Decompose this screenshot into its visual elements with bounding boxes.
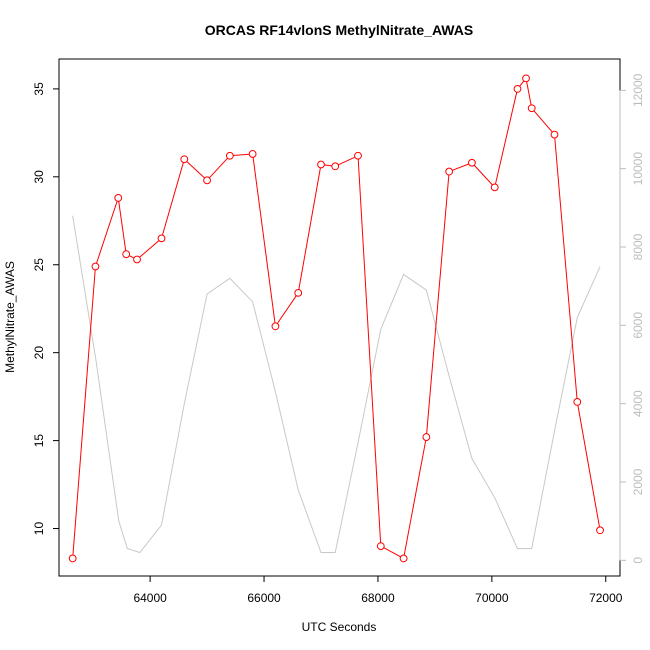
- x-tick-label: 68000: [361, 591, 395, 605]
- series-layer: [68, 74, 604, 563]
- methylnitrate-series-point: [596, 526, 604, 535]
- y-tick-label: 25: [32, 258, 46, 272]
- methylnitrate-series-segment: [186, 161, 205, 179]
- methylnitrate-series-point: [399, 554, 408, 563]
- y-axis: 10 15 20 25 30 35: [32, 82, 60, 536]
- y-tick-label: 30: [32, 170, 46, 184]
- x-axis-label: UTC Seconds: [302, 620, 377, 634]
- methylnitrate-series-point: [248, 150, 257, 158]
- x-tick-label: 66000: [247, 591, 281, 605]
- methylnitrate-series-segment: [72, 269, 96, 556]
- y2-tick-label: 8000: [631, 233, 645, 260]
- methylnitrate-series-point: [573, 398, 582, 406]
- methylnitrate-series-point: [331, 162, 340, 171]
- methylnitrate-series-segment: [577, 405, 600, 528]
- methylnitrate-series-segment: [118, 201, 127, 251]
- y2-tick-label: 2000: [631, 468, 645, 495]
- methylnitrate-series-segment: [383, 547, 401, 558]
- y2-axis: 0 2000 4000 6000 8000 10000 12000: [619, 73, 645, 564]
- x-tick-label: 72000: [589, 591, 623, 605]
- methylnitrate-series-point: [376, 542, 385, 551]
- right-axis-series-line: [72, 215, 601, 554]
- y2-tick-label: 6000: [631, 312, 645, 339]
- methylnitrate-series-point: [271, 322, 280, 331]
- methylnitrate-series-point: [527, 104, 536, 113]
- methylnitrate-series-segment: [526, 81, 532, 105]
- methylnitrate-series-segment: [139, 240, 160, 258]
- methylnitrate-series-point: [354, 151, 362, 160]
- y-tick-label: 15: [32, 434, 46, 448]
- methylnitrate-series-segment: [161, 162, 184, 236]
- y2-tick-label: 12000: [631, 73, 645, 107]
- y2-tick-label: 4000: [631, 390, 645, 417]
- methylnitrate-series-point: [468, 158, 476, 167]
- methylnitrate-series-segment: [554, 137, 578, 399]
- methylnitrate-series-segment: [473, 164, 493, 186]
- methylnitrate-series-segment: [298, 167, 321, 290]
- methylnitrate-series-point: [91, 262, 100, 271]
- methylnitrate-series-point: [550, 130, 559, 139]
- methylnitrate-series-point: [422, 433, 431, 441]
- x-axis: 64000 66000 68000 70000 72000: [133, 575, 623, 605]
- x-tick-label: 64000: [133, 591, 167, 605]
- methylnitrate-series-segment: [494, 92, 518, 185]
- methylnitrate-series-segment: [129, 255, 135, 259]
- methylnitrate-series-point: [68, 554, 77, 563]
- y2-tick-label: 0: [631, 557, 645, 564]
- methylnitrate-series-point: [522, 74, 530, 83]
- methylnitrate-series-segment: [357, 159, 382, 543]
- methylnitrate-series-segment: [403, 440, 427, 556]
- y-axis-label: MethylNitrate_AWAS: [3, 261, 17, 373]
- methylnitrate-series-segment: [276, 295, 297, 324]
- methylnitrate-series-point: [114, 194, 123, 202]
- methylnitrate-series-point: [133, 255, 141, 264]
- methylnitrate-series-point: [203, 176, 211, 185]
- methylnitrate-series-point: [513, 84, 522, 93]
- y-tick-label: 35: [32, 82, 46, 96]
- methylnitrate-series-point: [317, 160, 325, 169]
- methylnitrate-series-point: [122, 250, 131, 259]
- y-tick-label: 10: [32, 522, 46, 536]
- y2-tick-label: 10000: [631, 152, 645, 186]
- x-tick-label: 70000: [475, 591, 509, 605]
- methylnitrate-series-segment: [519, 80, 525, 87]
- methylnitrate-series-segment: [252, 157, 276, 323]
- methylnitrate-series-segment: [533, 110, 553, 133]
- methylnitrate-series-segment: [209, 157, 228, 179]
- methylnitrate-series-segment: [96, 200, 118, 264]
- methylnitrate-series-segment: [338, 156, 356, 166]
- methylnitrate-series-point: [157, 234, 166, 243]
- methylnitrate-series-segment: [426, 174, 450, 434]
- methylnitrate-series-point: [294, 288, 303, 297]
- y-tick-label: 20: [32, 346, 46, 360]
- methylnitrate-series-point: [445, 167, 454, 176]
- methylnitrate-series-point: [490, 183, 499, 192]
- plot-frame: [58, 58, 621, 577]
- methylnitrate-series-segment: [324, 164, 332, 167]
- methylnitrate-series-segment: [452, 163, 469, 171]
- methylnitrate-series-segment: [233, 153, 250, 156]
- chart-title: ORCAS RF14vlonS MethylNitrate_AWAS: [205, 22, 473, 38]
- methylnitrate-series-point: [180, 155, 189, 164]
- methylnitrate-series-point: [225, 151, 234, 160]
